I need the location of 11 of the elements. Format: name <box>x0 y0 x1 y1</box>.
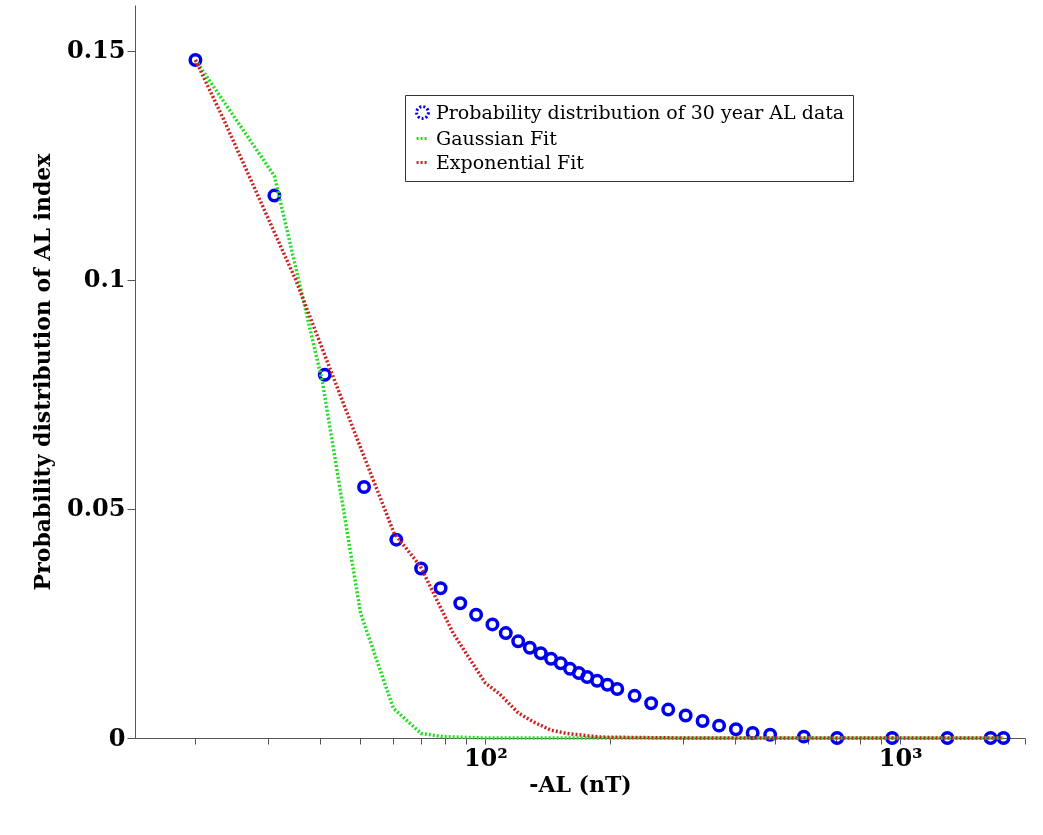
x-tick-label: 10³ <box>878 742 923 772</box>
y-axis-title: Probability distribution of AL index <box>29 152 56 591</box>
y-tick-label: 0.05 <box>67 493 126 523</box>
x-tick-label: 10² <box>463 742 508 772</box>
legend-label: Gaussian Fit <box>436 126 558 149</box>
x-axis-title: -AL (nT) <box>529 770 632 797</box>
y-tick-label: 0.1 <box>83 264 126 294</box>
legend-label: Probability distribution of 30 year AL data <box>436 100 845 123</box>
legend-label: Exponential Fit <box>436 150 585 173</box>
y-tick-label: 0.15 <box>67 35 126 65</box>
y-tick-label: 0 <box>108 722 126 752</box>
